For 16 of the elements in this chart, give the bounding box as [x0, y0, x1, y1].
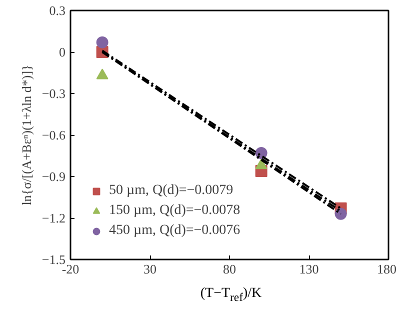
legend-label: 50 µm, Q(d)=−0.0079 — [109, 183, 234, 199]
y-tick-label: −0.6 — [42, 128, 66, 142]
y-tick-label: 0.3 — [49, 3, 66, 18]
x-tick-label: 180 — [377, 262, 396, 276]
y-tick-label: −0.3 — [42, 86, 66, 101]
y-tick-label: −1.5 — [42, 252, 66, 267]
x-tick-label: 80 — [223, 262, 236, 276]
x-tick-label: 30 — [144, 262, 156, 276]
y-tick-label: −0.9 — [42, 169, 66, 184]
x-axis-title: (T−T$_{ref}$)/K — [199, 285, 263, 306]
legend-label: 150 µm, Q(d)=−0.0078 — [109, 203, 240, 219]
x-tick-label: 130 — [299, 262, 319, 276]
y-tick-label: −1.2 — [42, 210, 66, 226]
y-tick-label: 0 — [59, 44, 66, 60]
legend-label: 450 µm, Q(d)=−0.0076 — [109, 223, 240, 239]
y-axis-title: ln{σ/[(A+Bεⁿ)(1+λln d*)]} — [18, 64, 34, 206]
